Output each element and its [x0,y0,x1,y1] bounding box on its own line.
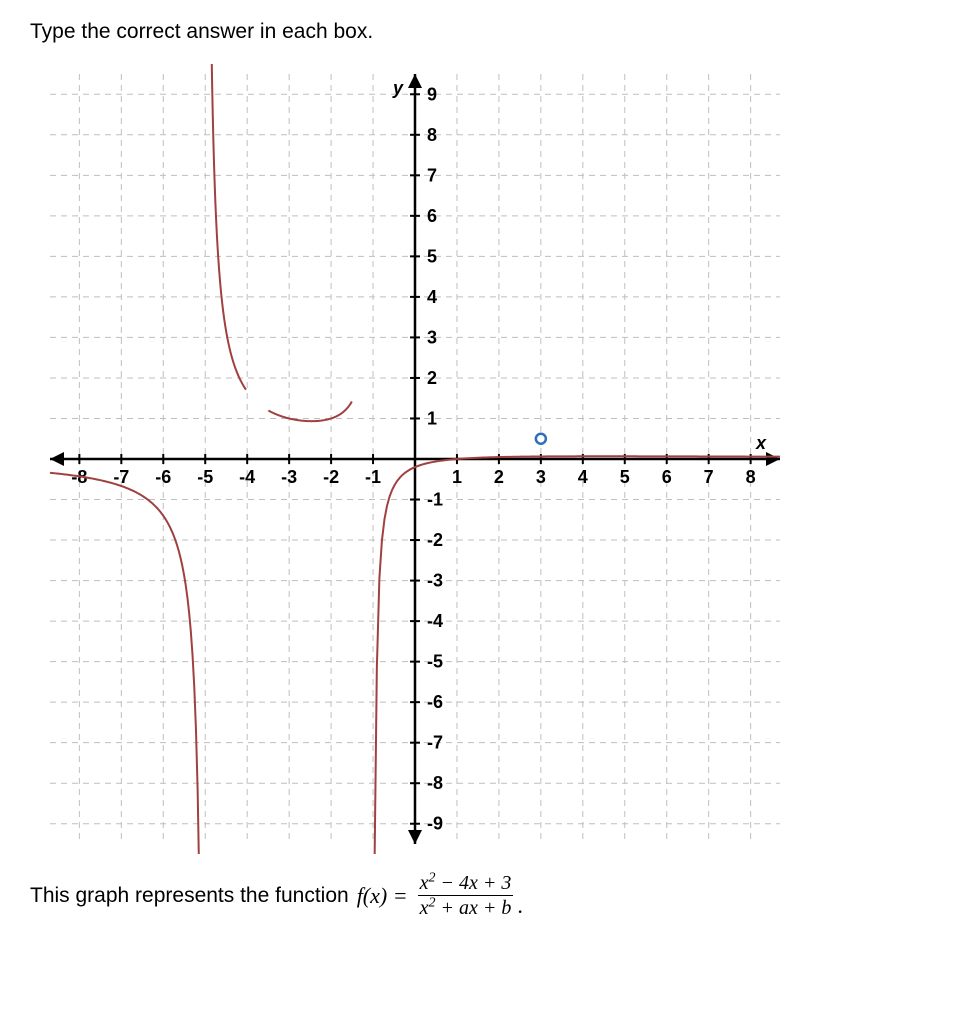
svg-text:5: 5 [620,467,630,487]
formula-denominator: x2 + ax + b [418,895,514,919]
svg-text:2: 2 [494,467,504,487]
svg-text:9: 9 [427,84,437,104]
svg-text:1: 1 [427,408,437,428]
bottom-caption: This graph represents the function f(x) … [30,872,938,919]
svg-text:3: 3 [536,467,546,487]
bottom-text: This graph represents the function [30,884,349,908]
graph-svg: -8 -7 -6 -5 -4 -3 -2 -1 1 2 3 4 5 6 7 8 9 8 7 6 5 4 3 2 1 -1 -2 -3 -… [30,64,800,854]
svg-text:7: 7 [427,165,437,185]
svg-text:y: y [392,78,404,98]
svg-text:-6: -6 [427,692,443,712]
svg-text:-4: -4 [427,611,443,631]
svg-text:3: 3 [427,327,437,347]
svg-text:6: 6 [662,467,672,487]
svg-text:7: 7 [704,467,714,487]
svg-text:-3: -3 [427,571,443,591]
svg-text:1: 1 [452,467,462,487]
formula-numerator: x2 − 4x + 3 [418,872,514,895]
formula-fraction: x2 − 4x + 3 x2 + ax + b [418,872,514,919]
svg-text:-7: -7 [427,733,443,753]
svg-text:-5: -5 [427,652,443,672]
svg-text:-1: -1 [427,490,443,510]
svg-text:-5: -5 [197,467,213,487]
svg-text:8: 8 [746,467,756,487]
svg-text:8: 8 [427,125,437,145]
formula: f(x) = x2 − 4x + 3 x2 + ax + b . [357,872,523,919]
svg-text:4: 4 [427,287,437,307]
svg-text:2: 2 [427,368,437,388]
svg-text:6: 6 [427,206,437,226]
svg-text:-9: -9 [427,814,443,834]
svg-text:-2: -2 [323,467,339,487]
svg-text:-6: -6 [155,467,171,487]
svg-text:-3: -3 [281,467,297,487]
svg-text:-4: -4 [239,467,255,487]
svg-text:-8: -8 [427,773,443,793]
num-rest: − 4x + 3 [435,872,511,894]
formula-lhs: f(x) = [357,883,408,909]
svg-text:4: 4 [578,467,588,487]
function-graph: -8 -7 -6 -5 -4 -3 -2 -1 1 2 3 4 5 6 7 8 9 8 7 6 5 4 3 2 1 -1 -2 -3 -… [30,64,800,854]
svg-text:5: 5 [427,246,437,266]
svg-text:-2: -2 [427,530,443,550]
svg-text:x: x [755,433,767,453]
formula-period: . [517,893,523,919]
svg-text:-1: -1 [365,467,381,487]
den-rest: + ax + b [435,897,511,919]
instruction-text: Type the correct answer in each box. [30,20,938,44]
